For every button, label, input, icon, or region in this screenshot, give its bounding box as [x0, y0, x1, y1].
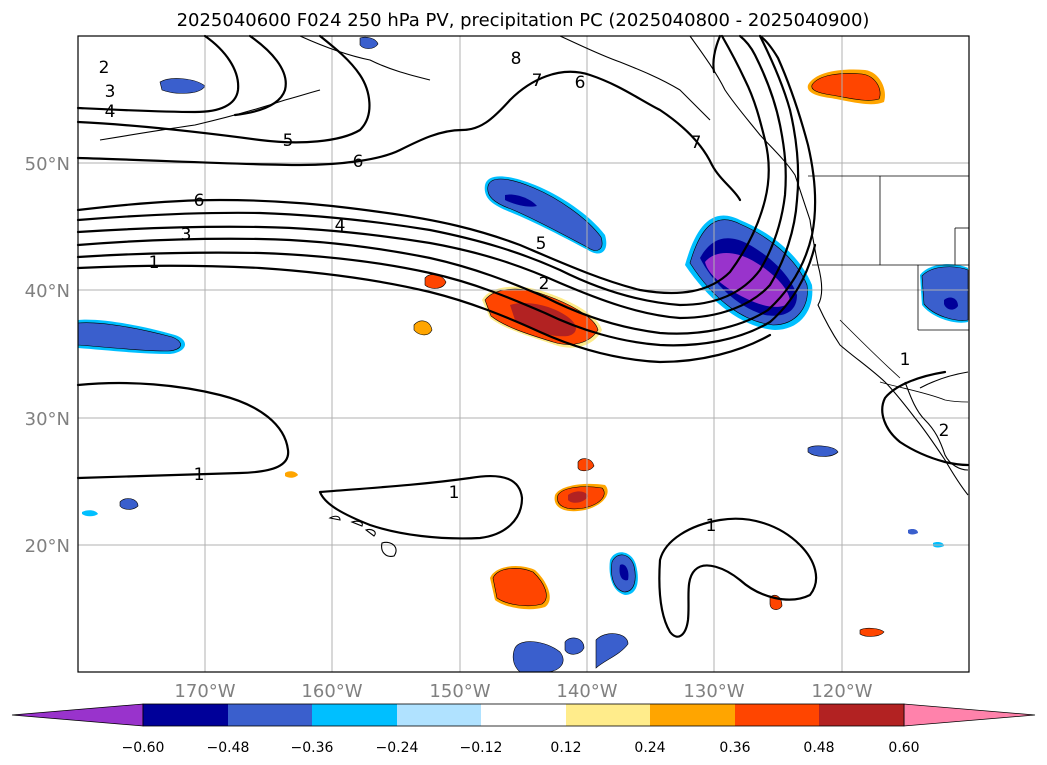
contour-label: 1: [706, 516, 717, 536]
colorbar-segment: [228, 704, 312, 726]
colorbar-tick-label: −0.60: [122, 740, 165, 756]
colorbar-tick-label: 0.12: [550, 740, 581, 756]
precip-negative-area: [807, 445, 839, 457]
gridlines: [78, 36, 969, 672]
precip-negative-area: [944, 297, 958, 310]
contour-label: 5: [536, 234, 547, 254]
precip-positive-area: [859, 627, 885, 637]
precip-negative-area: [595, 633, 629, 669]
longitude-labels: 170°W 160°W 150°W 140°W 130°W 120°W: [174, 681, 872, 702]
contour-label: 1: [449, 483, 460, 503]
precip-negative-area: [82, 510, 98, 517]
lon-label: 150°W: [429, 681, 490, 702]
contour-label: 1: [900, 350, 911, 370]
colorbar-segment: [143, 704, 228, 726]
contour-label: 3: [105, 82, 116, 102]
contour-label: 6: [194, 191, 205, 211]
contour-label: 6: [575, 73, 586, 93]
colorbar-segment: [735, 704, 819, 726]
precip-negative-area: [119, 498, 139, 510]
contour-label: 2: [99, 58, 110, 78]
precip-positive-area: [413, 320, 433, 336]
map-background: [78, 36, 969, 672]
lon-label: 130°W: [683, 681, 744, 702]
colorbar-tick-label: 0.48: [803, 740, 834, 756]
lon-label: 160°W: [301, 681, 362, 702]
precip-negative-area: [619, 564, 629, 581]
contour-label: 6: [353, 152, 364, 172]
contour-label: 2: [539, 274, 550, 294]
colorbar-segment: [481, 704, 566, 726]
colorbar-extend-low: [11, 703, 144, 727]
colorbar-extend-high: [903, 703, 1036, 727]
figure-title: 2025040600 F024 250 hPa PV, precipitatio…: [177, 10, 870, 31]
precip-positive-area: [285, 471, 298, 478]
precip-positive-area: [492, 568, 547, 607]
colorbar-segment: [650, 704, 735, 726]
precip-positive-area: [568, 491, 588, 503]
colorbar-tick-label: −0.36: [291, 740, 334, 756]
map-frame: [77, 35, 970, 673]
coastlines: [99, 35, 969, 557]
precip-negative-area: [705, 253, 790, 307]
contour-label: 3: [181, 225, 192, 245]
contour-label: 5: [283, 131, 294, 151]
colorbar-tick-label: −0.24: [376, 740, 419, 756]
colorbar-segment: [312, 704, 397, 726]
precip-negative-area: [908, 529, 918, 535]
latitude-labels: 50°N 40°N 30°N 20°N: [25, 154, 70, 557]
lon-label: 140°W: [556, 681, 617, 702]
colorbar-segment: [566, 704, 650, 726]
pv-contours: [76, 34, 970, 638]
contour-label: 8: [511, 49, 522, 69]
precipitation-fills: [77, 36, 969, 673]
lat-label: 20°N: [25, 536, 70, 557]
contour-label: 1: [149, 253, 160, 273]
map-panel: 2 3 4 5 6 7 8 6 7 6 4 3 1 5 2 1 1 1 1 2: [76, 34, 970, 673]
precip-negative-area: [77, 322, 181, 352]
lat-label: 50°N: [25, 154, 70, 175]
contour-label: 7: [691, 133, 702, 153]
contour-label: 1: [194, 465, 205, 485]
precip-positive-area: [577, 458, 595, 472]
lat-label: 40°N: [25, 281, 70, 302]
colorbar-tick-label: 0.60: [888, 740, 919, 756]
contour-label: 7: [532, 71, 543, 91]
precip-positive-area: [424, 274, 447, 289]
contour-label: 4: [105, 102, 116, 122]
colorbar-frame: [142, 703, 905, 727]
colorbar-segment: [819, 704, 904, 726]
colorbar: −0.60 −0.48 −0.36 −0.24 −0.12 0.12 0.24 …: [11, 703, 1036, 756]
precip-negative-area: [505, 194, 537, 207]
lon-label: 170°W: [174, 681, 235, 702]
colorbar-tick-label: −0.48: [207, 740, 250, 756]
contour-label: 2: [939, 421, 950, 441]
lon-label: 120°W: [811, 681, 872, 702]
precip-negative-area: [564, 637, 585, 655]
lat-label: 30°N: [25, 409, 70, 430]
precip-positive-area: [510, 303, 576, 337]
precip-negative-area: [512, 641, 564, 673]
contour-label: 4: [335, 216, 346, 236]
contour-labels: 2 3 4 5 6 7 8 6 7 6 4 3 1 5 2 1 1 1 1 2: [99, 49, 950, 536]
precip-negative-area: [359, 36, 379, 49]
colorbar-tick-label: −0.12: [460, 740, 503, 756]
colorbar-segment: [397, 704, 481, 726]
colorbar-tick-label: 0.24: [634, 740, 665, 756]
colorbar-tick-label: 0.36: [719, 740, 750, 756]
precip-positive-area: [811, 73, 881, 101]
